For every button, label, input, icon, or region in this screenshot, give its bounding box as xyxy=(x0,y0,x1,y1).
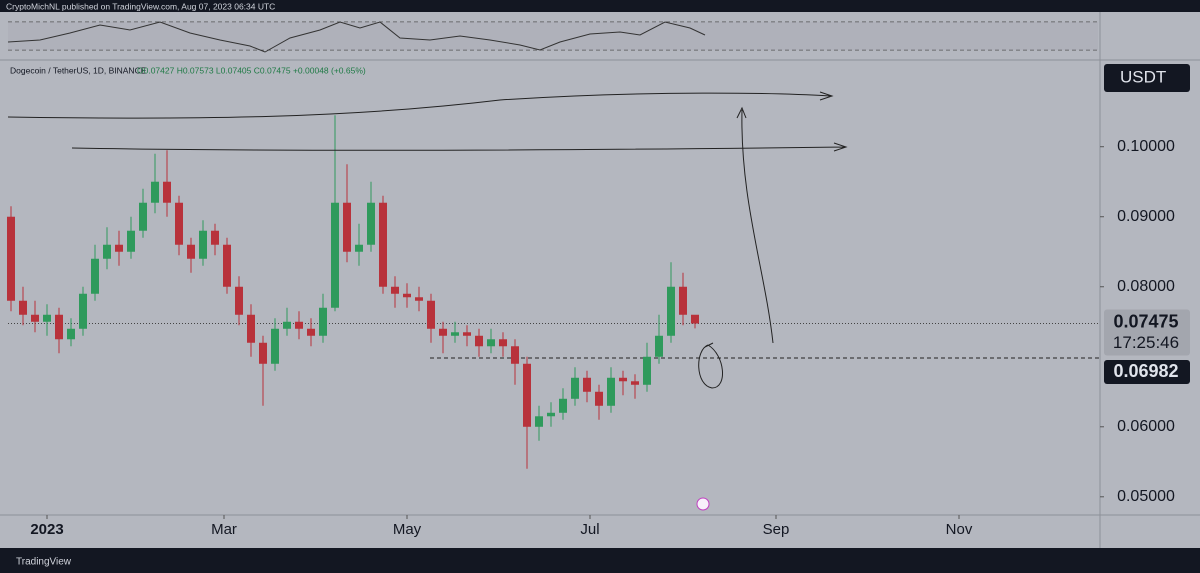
candle-body xyxy=(235,286,243,315)
candle-body xyxy=(139,202,147,231)
candle-body xyxy=(415,297,423,301)
candle-body xyxy=(55,314,63,340)
candle-body xyxy=(223,244,231,287)
chart-background xyxy=(0,12,1200,548)
candle-body xyxy=(319,307,327,336)
currency-label: USDT xyxy=(1120,67,1166,86)
candle-body xyxy=(343,202,351,252)
candle-body xyxy=(643,356,651,385)
candle-body xyxy=(667,286,675,336)
candle-body xyxy=(499,339,507,347)
candle-body xyxy=(295,321,303,329)
x-tick-label: Nov xyxy=(946,521,973,538)
event-icon xyxy=(696,497,710,511)
rsi-line xyxy=(7,21,706,53)
plot xyxy=(7,115,1100,469)
candle-body xyxy=(307,328,315,336)
candle-body xyxy=(391,286,399,294)
candle-body xyxy=(583,377,591,392)
candle-body xyxy=(427,300,435,329)
candle-body xyxy=(283,321,291,329)
candle-body xyxy=(187,244,195,259)
candle-body xyxy=(607,377,615,406)
candle-body xyxy=(79,293,87,329)
candle-body xyxy=(247,314,255,343)
drawing-line xyxy=(71,142,848,152)
level-box xyxy=(1104,360,1190,385)
last-price-label: 0.07475 xyxy=(1113,311,1178,331)
candle-body xyxy=(403,293,411,298)
last-price-box xyxy=(1104,309,1190,356)
candle-body xyxy=(439,328,447,336)
x-tick-label: May xyxy=(393,521,422,538)
candle-body xyxy=(595,391,603,406)
y-tick-label: 0.05000 xyxy=(1117,488,1175,505)
candle-body xyxy=(487,339,495,347)
symbol-legend: Dogecoin / TetherUS, 1D, BINANCE xyxy=(10,65,147,75)
candle-body xyxy=(571,377,579,399)
y-tick-label: 0.09000 xyxy=(1117,208,1175,225)
y-tick-label: 0.10000 xyxy=(1117,138,1175,155)
candle-body xyxy=(259,342,267,364)
y-tick-label: 0.06000 xyxy=(1117,418,1175,435)
candle-body xyxy=(511,346,519,364)
x-tick-label: Jul xyxy=(580,521,599,538)
candle-body xyxy=(367,202,375,245)
level-label: 0.06982 xyxy=(1113,361,1178,381)
candle-body xyxy=(31,314,39,322)
ohlc-legend: O0.07427 H0.07573 L0.07405 C0.07475 +0.0… xyxy=(137,65,366,75)
candle-body xyxy=(271,328,279,364)
candle-body xyxy=(475,335,483,347)
publisher-note: CryptoMichNL published on TradingView.co… xyxy=(6,1,275,11)
candle-body xyxy=(91,258,99,294)
candle-body xyxy=(103,244,111,259)
candle-body xyxy=(463,332,471,336)
drawing-arrow xyxy=(736,106,774,344)
countdown: 17:25:46 xyxy=(1113,333,1179,352)
candle-body xyxy=(559,398,567,413)
candle-body xyxy=(355,244,363,252)
candle-body xyxy=(631,381,639,385)
candle-body xyxy=(379,202,387,287)
candle-body xyxy=(523,363,531,427)
candle-body xyxy=(619,377,627,382)
candle-body xyxy=(127,230,135,252)
candle-body xyxy=(7,216,15,301)
candle-body xyxy=(691,314,699,324)
candle-body xyxy=(43,314,51,322)
drawing-circle xyxy=(698,342,724,389)
drawing-line xyxy=(7,91,834,119)
candle-body xyxy=(211,230,219,245)
y-tick-label: 0.08000 xyxy=(1117,278,1175,295)
candle-body xyxy=(67,328,75,340)
candle-body xyxy=(679,286,687,315)
x-tick-label: Mar xyxy=(211,521,237,538)
brand: TradingView xyxy=(16,557,72,568)
candle-body xyxy=(151,181,159,203)
candle-body xyxy=(115,244,123,252)
candle-body xyxy=(163,181,171,203)
x-tick-label: 2023 xyxy=(30,521,63,538)
candle-body xyxy=(655,335,663,357)
candle-body xyxy=(547,412,555,417)
candle-body xyxy=(451,332,459,336)
currency-box xyxy=(1104,64,1190,92)
x-tick-label: Sep xyxy=(763,521,790,538)
candle-body xyxy=(199,230,207,259)
candle-body xyxy=(331,202,339,308)
candle-body xyxy=(19,300,27,315)
candle-body xyxy=(535,416,543,427)
candle-body xyxy=(175,202,183,245)
